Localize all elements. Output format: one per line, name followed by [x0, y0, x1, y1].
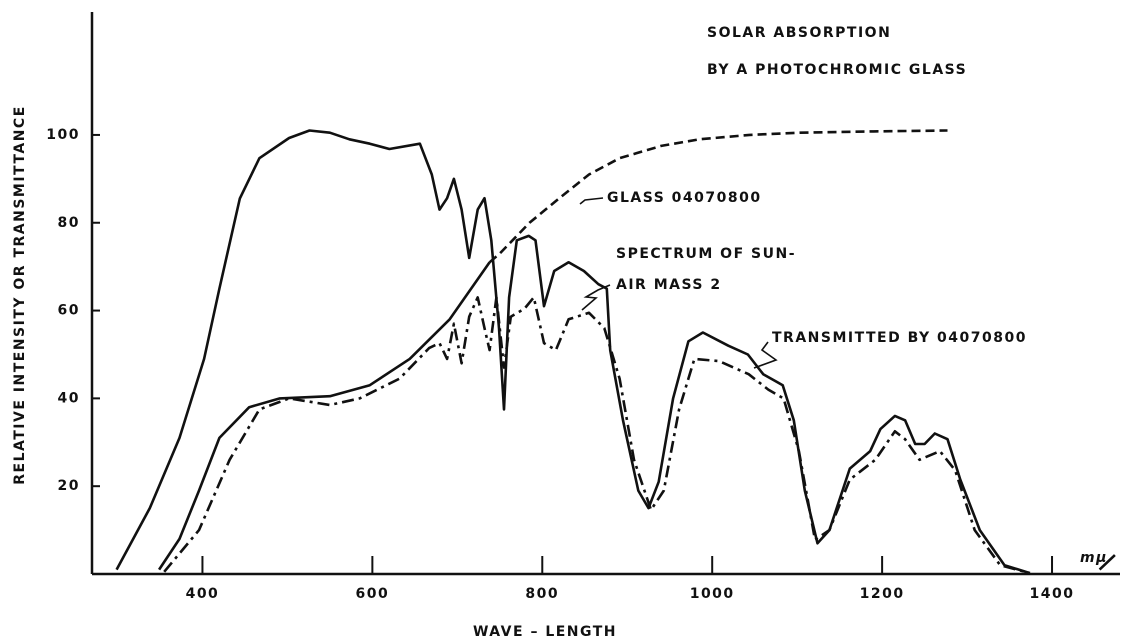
- x-tick-label: 1200: [860, 586, 905, 602]
- curve-label: AIR MASS 2: [616, 277, 722, 293]
- series-line: [488, 129, 948, 264]
- leader: [753, 341, 778, 369]
- y-tick-label: 80: [58, 215, 80, 231]
- x-unit: mμ: [1080, 550, 1108, 566]
- x-tick-label: 800: [525, 586, 559, 602]
- y-axis-label: RELATIVE INTENSITY OR TRANSMITTANCE: [12, 105, 28, 485]
- x-axis-label: WAVE – LENGTH: [473, 624, 617, 639]
- y-tick-label: 40: [58, 390, 80, 406]
- x-tick-label: 1000: [690, 586, 735, 602]
- y-tick-label: 20: [58, 478, 80, 494]
- title: SOLAR ABSORPTION: [707, 25, 891, 41]
- curve-label: SPECTRUM OF SUN-: [616, 246, 796, 262]
- leader: [581, 284, 611, 311]
- x-tick-label: 400: [186, 586, 220, 602]
- y-tick-label: 100: [46, 127, 80, 143]
- x-tick-label: 1400: [1030, 586, 1075, 602]
- leader: [579, 197, 604, 205]
- series-line: [158, 261, 491, 571]
- subtitle: BY A PHOTOCHROMIC GLASS: [707, 62, 967, 78]
- curve-label: TRANSMITTED BY 04070800: [772, 330, 1027, 346]
- series-line: [115, 129, 1116, 575]
- y-tick-label: 60: [58, 303, 80, 319]
- curve-label: GLASS 04070800: [607, 190, 762, 206]
- x-tick-label: 600: [355, 586, 389, 602]
- series-line: [163, 296, 1031, 575]
